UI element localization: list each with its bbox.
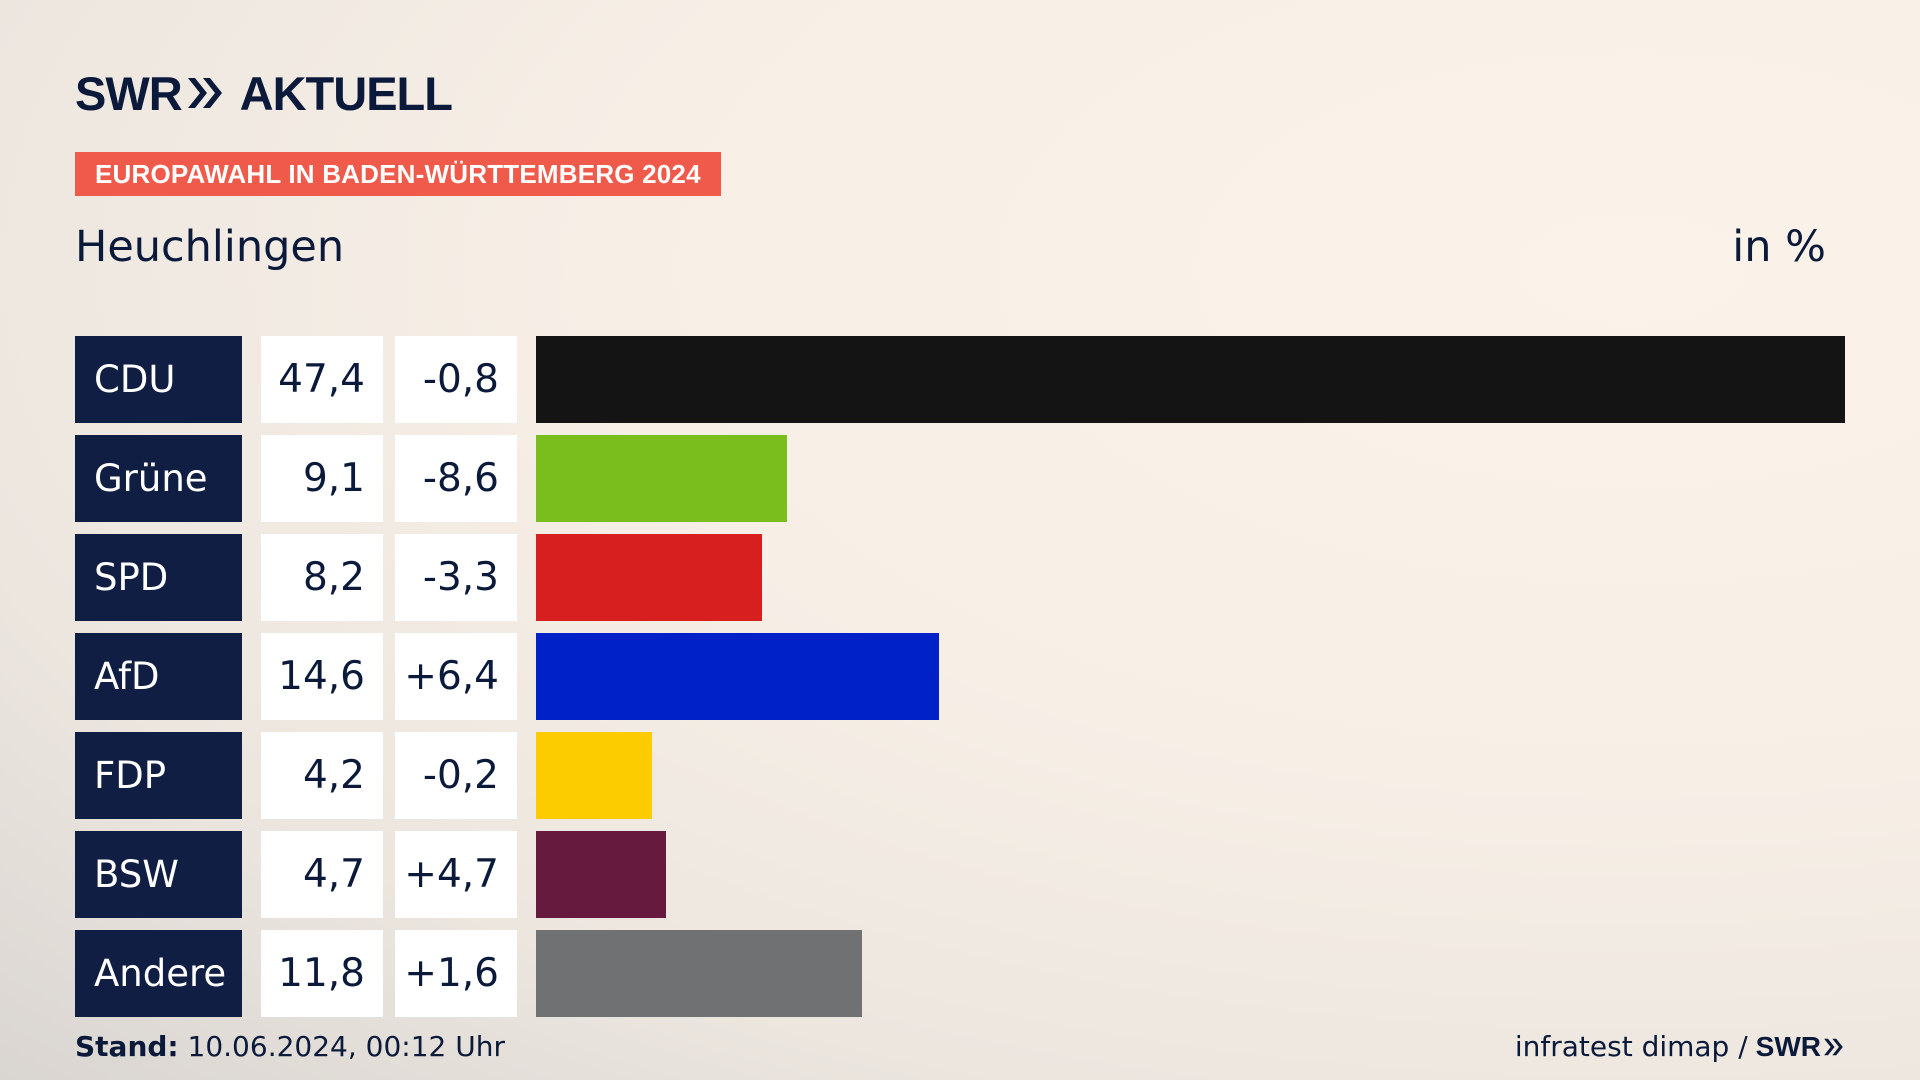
election-tag: EUROPAWAHL IN BADEN-WÜRTTEMBERG 2024 [75,152,721,196]
vote-share-bar [536,534,762,621]
vote-share-value: 8,2 [261,534,383,621]
change-value: -0,2 [395,732,517,819]
change-value: -3,3 [395,534,517,621]
swr-aktuell-logo: SWR AKTUELL [75,66,453,120]
source-credit: infratest dimap / SWR [1515,1030,1845,1063]
party-label: BSW [75,831,242,918]
party-label: SPD [75,534,242,621]
footer-swr-logo: SWR [1755,1030,1821,1062]
party-label: Grüne [75,435,242,522]
result-row: Grüne 9,1 -8,6 [75,435,1845,522]
result-row: AfD 14,6 +6,4 [75,633,1845,720]
stand-label: Stand: [75,1030,179,1063]
party-label: Andere [75,930,242,1017]
change-value: -0,8 [395,336,517,423]
logo-swr-text: SWR [75,66,183,120]
change-value: +4,7 [395,831,517,918]
place-title: Heuchlingen [75,222,345,272]
vote-share-value: 11,8 [261,930,383,1017]
timestamp: Stand: 10.06.2024, 00:12 Uhr [75,1030,505,1063]
result-row: Andere 11,8 +1,6 [75,930,1845,1017]
double-chevron-icon [187,78,222,108]
result-row: CDU 47,4 -0,8 [75,336,1845,423]
vote-share-value: 14,6 [261,633,383,720]
unit-label: in % [1732,222,1826,272]
result-row: SPD 8,2 -3,3 [75,534,1845,621]
change-value: +6,4 [395,633,517,720]
vote-share-bar [536,930,862,1017]
vote-share-bar [536,336,1845,423]
change-value: +1,6 [395,930,517,1017]
party-label: FDP [75,732,242,819]
logo-aktuell-text: AKTUELL [239,66,453,120]
vote-share-bar [536,435,787,522]
vote-share-value: 9,1 [261,435,383,522]
result-row: BSW 4,7 +4,7 [75,831,1845,918]
source-text: infratest dimap / [1514,1030,1748,1063]
vote-share-value: 4,7 [261,831,383,918]
change-value: -8,6 [395,435,517,522]
party-label: AfD [75,633,242,720]
vote-share-value: 4,2 [261,732,383,819]
vote-share-bar [536,732,652,819]
stand-value: 10.06.2024, 00:12 Uhr [187,1030,505,1063]
vote-share-bar [536,633,939,720]
vote-share-bar [536,831,666,918]
vote-share-value: 47,4 [261,336,383,423]
footer-double-chevron-icon [1824,1038,1843,1055]
result-row: FDP 4,2 -0,2 [75,732,1845,819]
party-label: CDU [75,336,242,423]
